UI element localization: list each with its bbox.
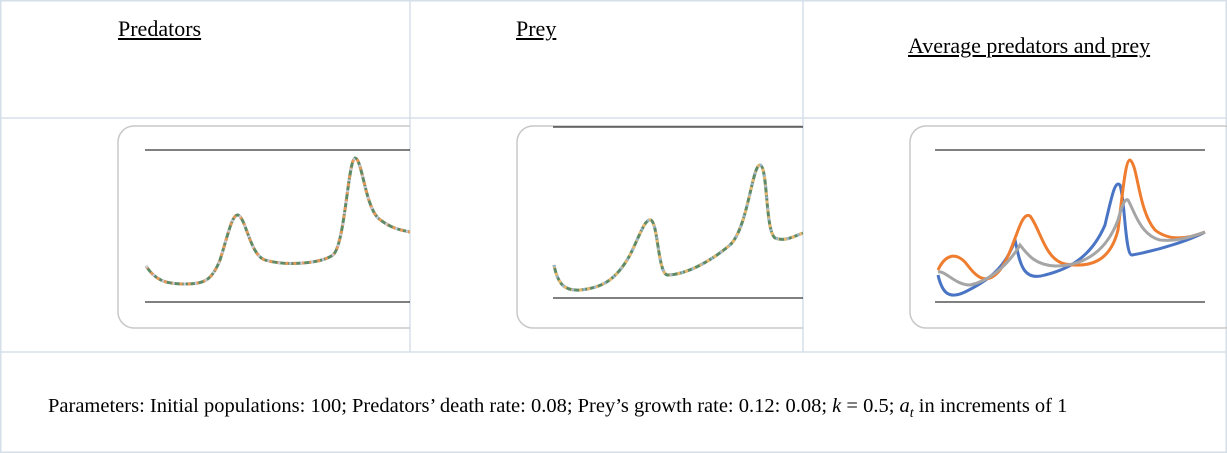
header-predators: Predators [118, 16, 202, 41]
average-chart [909, 125, 1227, 329]
header-prey: Prey [516, 16, 557, 41]
caption-text: in increments of 1 [913, 395, 1068, 417]
caption-sub: t [909, 406, 914, 422]
caption-text: = 0.5; [841, 395, 900, 417]
caption-a: a [899, 395, 910, 417]
header-average: Average predators and prey [908, 33, 1151, 58]
caption-text: Parameters: Initial populations: 100; Pr… [48, 395, 833, 417]
caption: Parameters: Initial populations: 100; Pr… [0, 388, 1215, 432]
prey-chart [516, 125, 803, 329]
predators-chart [117, 125, 410, 329]
caption-k: k [832, 395, 842, 417]
